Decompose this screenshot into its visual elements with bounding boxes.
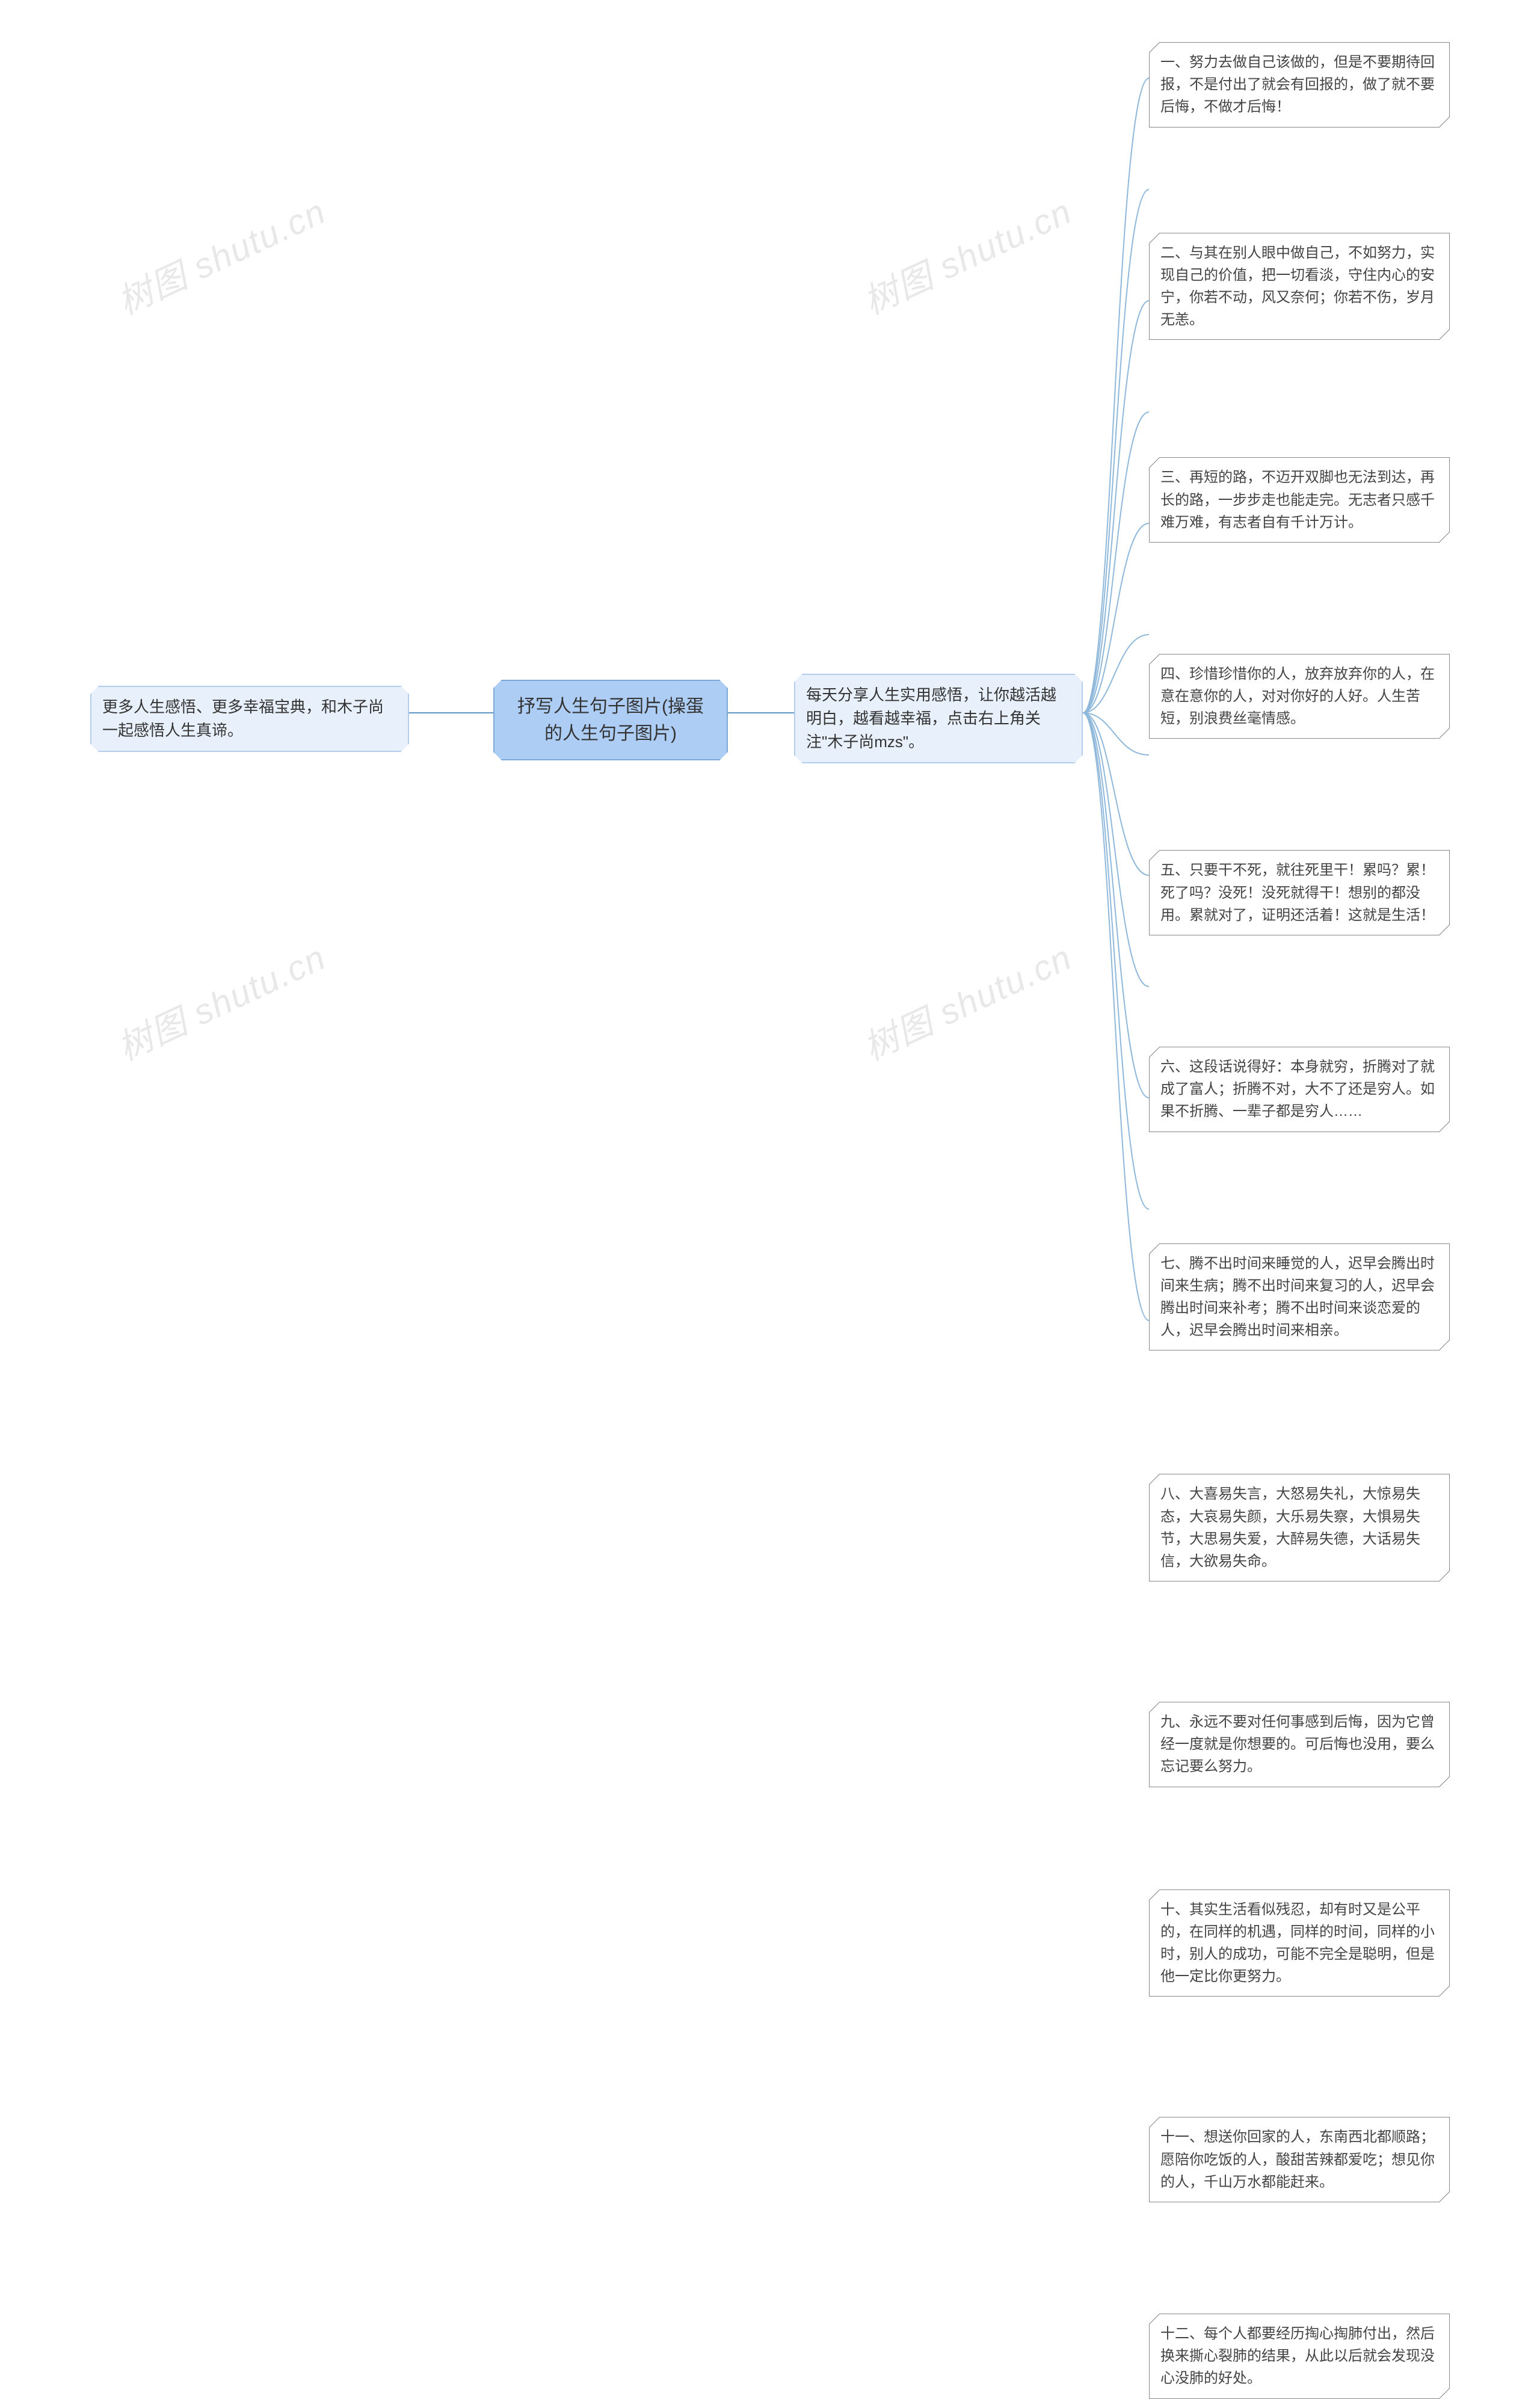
watermark: 树图 shutu.cn [854,929,1079,1070]
leaf-text: 八、大喜易失言，大怒易失礼，大惊易失态，大哀易失颜，大乐易失察，大惧易失节，大思… [1160,1486,1420,1569]
leaf-node: 十一、想送你回家的人，东南西北都顺路；愿陪你吃饭的人，酸甜苦辣都爱吃；想见你的人… [1149,2117,1450,2202]
watermark: 树图 shutu.cn [108,929,333,1070]
leaf-node: 九、永远不要对任何事感到后悔，因为它曾经一度就是你想要的。可后悔也没用，要么忘记… [1149,1702,1450,1787]
leaf-text: 五、只要干不死，就往死里干！累吗？累！死了吗？没死！没死就得干！想别的都没用。累… [1160,862,1435,923]
leaf-text: 七、腾不出时间来睡觉的人，迟早会腾出时间来生病；腾不出时间来复习的人，迟早会腾出… [1160,1255,1435,1339]
root-node: 抒写人生句子图片(操蛋的人生句子图片) [493,680,728,760]
root-label: 抒写人生句子图片(操蛋的人生句子图片) [517,697,704,744]
leaf-text: 二、与其在别人眼中做自己，不如努力，实现自己的价值，把一切看淡，守住内心的安宁，… [1160,245,1435,328]
leaf-node: 八、大喜易失言，大怒易失礼，大惊易失态，大哀易失颜，大乐易失察，大惧易失节，大思… [1149,1474,1450,1581]
leaf-text: 六、这段话说得好：本身就穷，折腾对了就成了富人；折腾不对，大不了还是穷人。如果不… [1160,1059,1435,1119]
leaf-node: 四、珍惜珍惜你的人，放弃放弃你的人，在意在意你的人，对对你好的人好。人生苦短，别… [1149,654,1450,739]
watermark: 树图 shutu.cn [108,183,333,324]
leaf-text: 一、努力去做自己该做的，但是不要期待回报，不是付出了就会有回报的，做了就不要后悔… [1160,54,1435,115]
leaf-node: 五、只要干不死，就往死里干！累吗？累！死了吗？没死！没死就得干！想别的都没用。累… [1149,850,1450,935]
left-branch-node: 更多人生感悟、更多幸福宝典，和木子尚一起感悟人生真谛。 [90,686,409,752]
mid-branch-label: 每天分享人生实用感悟，让你越活越明白，越看越幸福，点击右上角关注"木子尚mzs"… [806,686,1056,751]
mid-branch-node: 每天分享人生实用感悟，让你越活越明白，越看越幸福，点击右上角关注"木子尚mzs"… [794,674,1083,763]
leaf-text: 十二、每个人都要经历掏心掏肺付出，然后换来撕心裂肺的结果，从此以后就会发现没心没… [1160,2326,1435,2386]
leaf-node: 七、腾不出时间来睡觉的人，迟早会腾出时间来生病；腾不出时间来复习的人，迟早会腾出… [1149,1243,1450,1351]
leaf-text: 十一、想送你回家的人，东南西北都顺路；愿陪你吃饭的人，酸甜苦辣都爱吃；想见你的人… [1160,2129,1435,2190]
leaf-node: 二、与其在别人眼中做自己，不如努力，实现自己的价值，把一切看淡，守住内心的安宁，… [1149,233,1450,340]
leaf-text: 十、其实生活看似残忍，却有时又是公平的，在同样的机遇，同样的时间，同样的小时，别… [1160,1902,1435,1985]
leaf-node: 十二、每个人都要经历掏心掏肺付出，然后换来撕心裂肺的结果，从此以后就会发现没心没… [1149,2314,1450,2399]
watermark: 树图 shutu.cn [854,183,1079,324]
left-branch-label: 更多人生感悟、更多幸福宝典，和木子尚一起感悟人生真谛。 [102,698,384,739]
leaf-node: 三、再短的路，不迈开双脚也无法到达，再长的路，一步步走也能走完。无志者只感千难万… [1149,457,1450,543]
leaf-text: 三、再短的路，不迈开双脚也无法到达，再长的路，一步步走也能走完。无志者只感千难万… [1160,469,1435,530]
leaf-node: 六、这段话说得好：本身就穷，折腾对了就成了富人；折腾不对，大不了还是穷人。如果不… [1149,1047,1450,1132]
leaf-node: 一、努力去做自己该做的，但是不要期待回报，不是付出了就会有回报的，做了就不要后悔… [1149,42,1450,128]
leaf-text: 九、永远不要对任何事感到后悔，因为它曾经一度就是你想要的。可后悔也没用，要么忘记… [1160,1714,1435,1775]
leaf-node: 十、其实生活看似残忍，却有时又是公平的，在同样的机遇，同样的时间，同样的小时，别… [1149,1889,1450,1997]
leaf-text: 四、珍惜珍惜你的人，放弃放弃你的人，在意在意你的人，对对你好的人好。人生苦短，别… [1160,666,1435,727]
